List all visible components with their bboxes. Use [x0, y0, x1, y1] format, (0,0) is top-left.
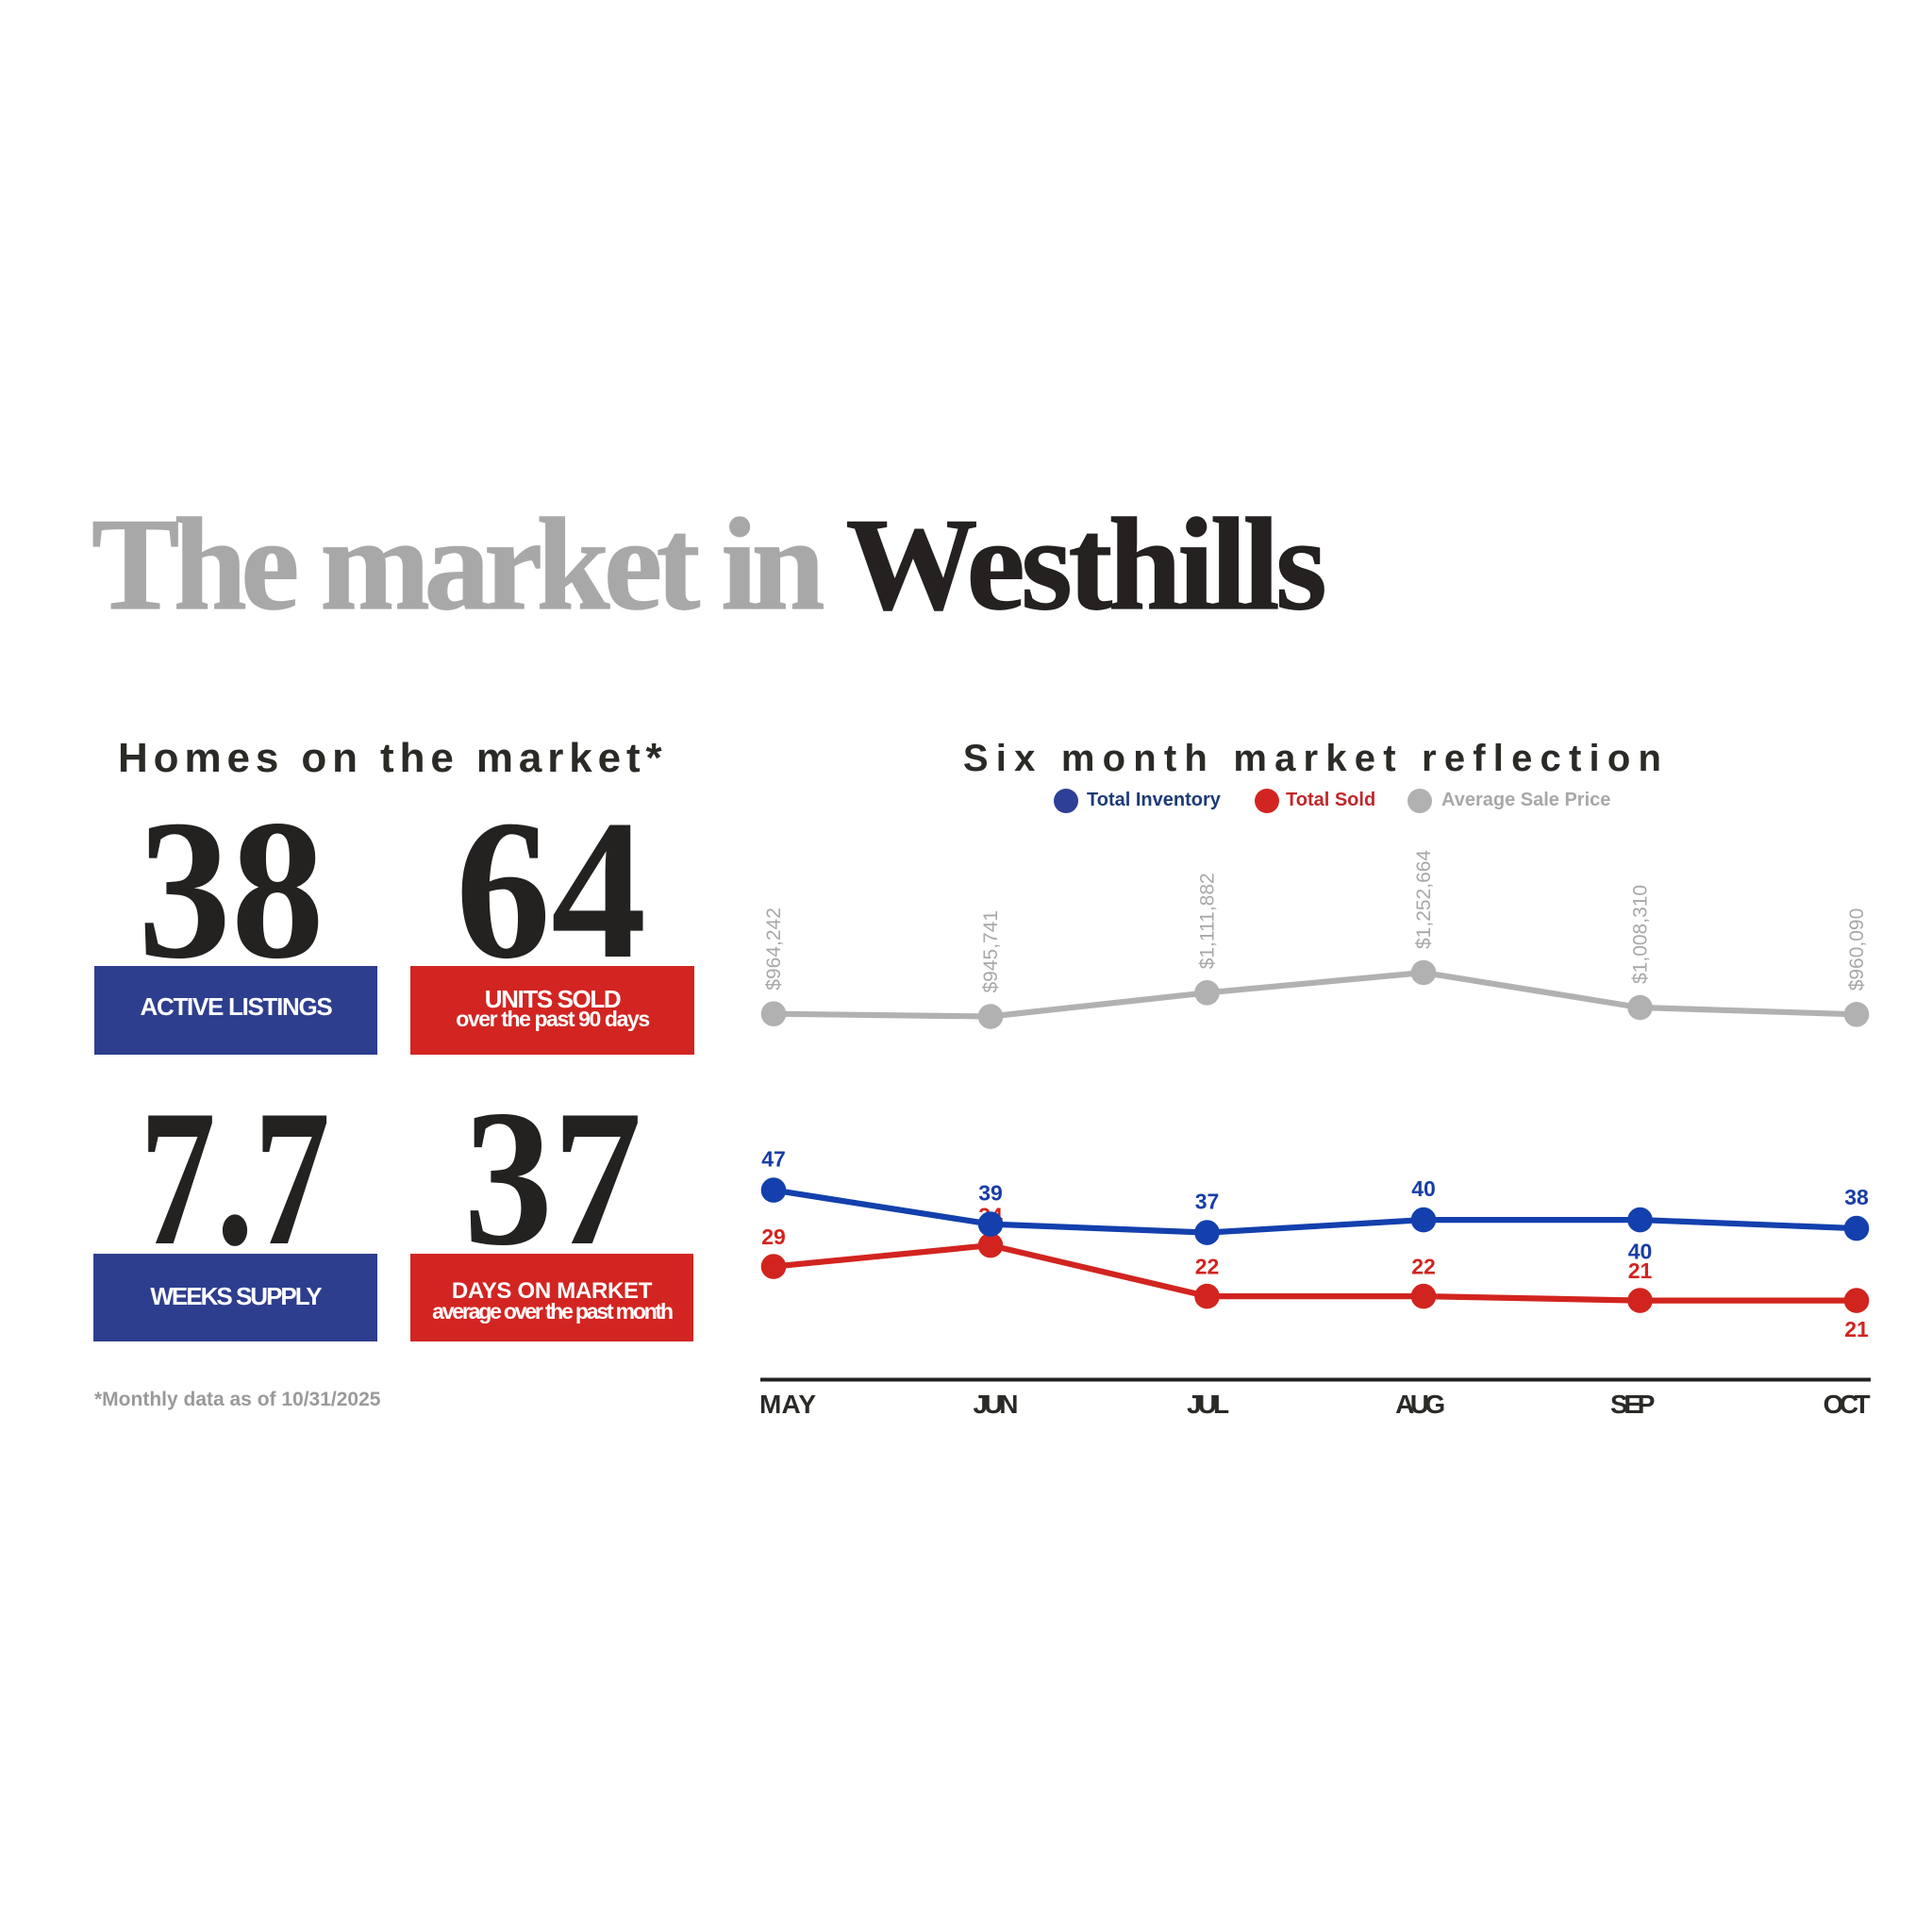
svg-text:SEP: SEP — [1610, 1390, 1656, 1419]
svg-text:AUG: AUG — [1395, 1390, 1445, 1419]
svg-text:37: 37 — [1195, 1190, 1220, 1214]
svg-text:29: 29 — [761, 1224, 786, 1249]
svg-text:22: 22 — [1411, 1255, 1436, 1279]
svg-text:$1,252,664: $1,252,664 — [1413, 850, 1435, 949]
svg-text:22: 22 — [1195, 1255, 1220, 1279]
svg-text:JUL: JUL — [1187, 1390, 1229, 1419]
svg-text:OCT: OCT — [1824, 1390, 1871, 1419]
svg-text:39: 39 — [978, 1181, 1003, 1206]
svg-text:JUN: JUN — [974, 1390, 1019, 1419]
svg-text:$1,008,310: $1,008,310 — [1630, 885, 1652, 984]
svg-text:38: 38 — [1844, 1185, 1869, 1209]
svg-text:40: 40 — [1628, 1240, 1653, 1264]
svg-text:$960,090: $960,090 — [1846, 908, 1868, 991]
svg-text:40: 40 — [1411, 1176, 1436, 1201]
svg-text:21: 21 — [1844, 1317, 1869, 1341]
svg-text:MAY: MAY — [759, 1390, 816, 1419]
svg-text:$945,741: $945,741 — [980, 910, 1002, 993]
svg-text:$964,242: $964,242 — [763, 908, 785, 991]
svg-text:47: 47 — [761, 1147, 786, 1172]
svg-text:21: 21 — [1628, 1258, 1653, 1283]
svg-text:$1,111,882: $1,111,882 — [1197, 873, 1219, 969]
